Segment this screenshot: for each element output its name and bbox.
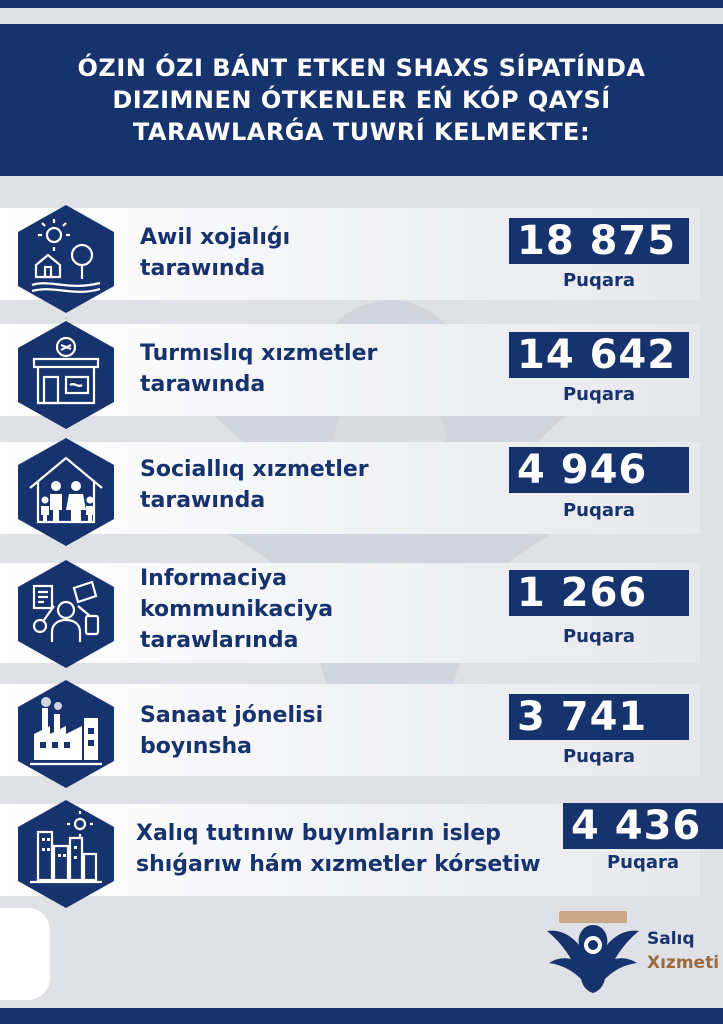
value-box: 3 741 [509, 694, 689, 740]
value-box: 4 946 [509, 447, 689, 493]
row-label: Informaciya kommunikaciya tarawlarında [140, 566, 334, 653]
unit-label: Puqara [562, 270, 636, 291]
value-box: 14 642 [509, 332, 689, 378]
unit-label: Puqara [562, 626, 636, 647]
shop-icon [14, 319, 118, 431]
agriculture-icon [14, 203, 118, 315]
header-banner: ÓZIN ÓZI BÁNT ETKEN SHAXS SÍPATÍNDA DIZI… [0, 24, 723, 176]
row-label: Sociallıq xızmetler tarawında [140, 457, 369, 513]
row-label: Xalıq tutınıw buyımların islep shıǵarıw h… [136, 821, 541, 877]
it-communication-icon [14, 558, 118, 670]
header-title-line-3: TARAWLARǴA TUWRÍ KELMEKTE: [132, 118, 591, 146]
unit-label: Puqara [562, 746, 636, 767]
value-box: 1 266 [509, 570, 689, 616]
eagle-emblem-icon [547, 911, 639, 993]
family-house-icon [14, 436, 118, 548]
unit-label: Puqara [562, 384, 636, 405]
row-label: Awil xojalıǵı tarawında [140, 225, 291, 281]
logo-name-line-2: Xızmeti [647, 953, 720, 973]
unit-label: Puqara [606, 852, 680, 873]
factory-icon [14, 678, 118, 790]
logo-name-line-1: Salıq [647, 929, 695, 949]
corner-card [0, 908, 50, 1000]
value-box: 18 875 [509, 218, 689, 264]
header-title-line-2: DIZIMNEN ÓTKENLER EŃ KÓP QAYSÍ [112, 86, 611, 114]
value-box: 4 436 [563, 803, 723, 849]
top-strip [0, 0, 723, 8]
row-label: Sanaat jónelisi boyınsha [140, 703, 324, 759]
header-title-line-1: ÓZIN ÓZI BÁNT ETKEN SHAXS SÍPATÍNDA [77, 54, 646, 82]
row-label: Turmıslıq xızmetler tarawında [140, 341, 378, 397]
city-buildings-icon [14, 798, 118, 910]
unit-label: Puqara [562, 500, 636, 521]
bottom-strip [0, 1008, 723, 1024]
logo: Salıq Xızmeti [543, 905, 723, 995]
